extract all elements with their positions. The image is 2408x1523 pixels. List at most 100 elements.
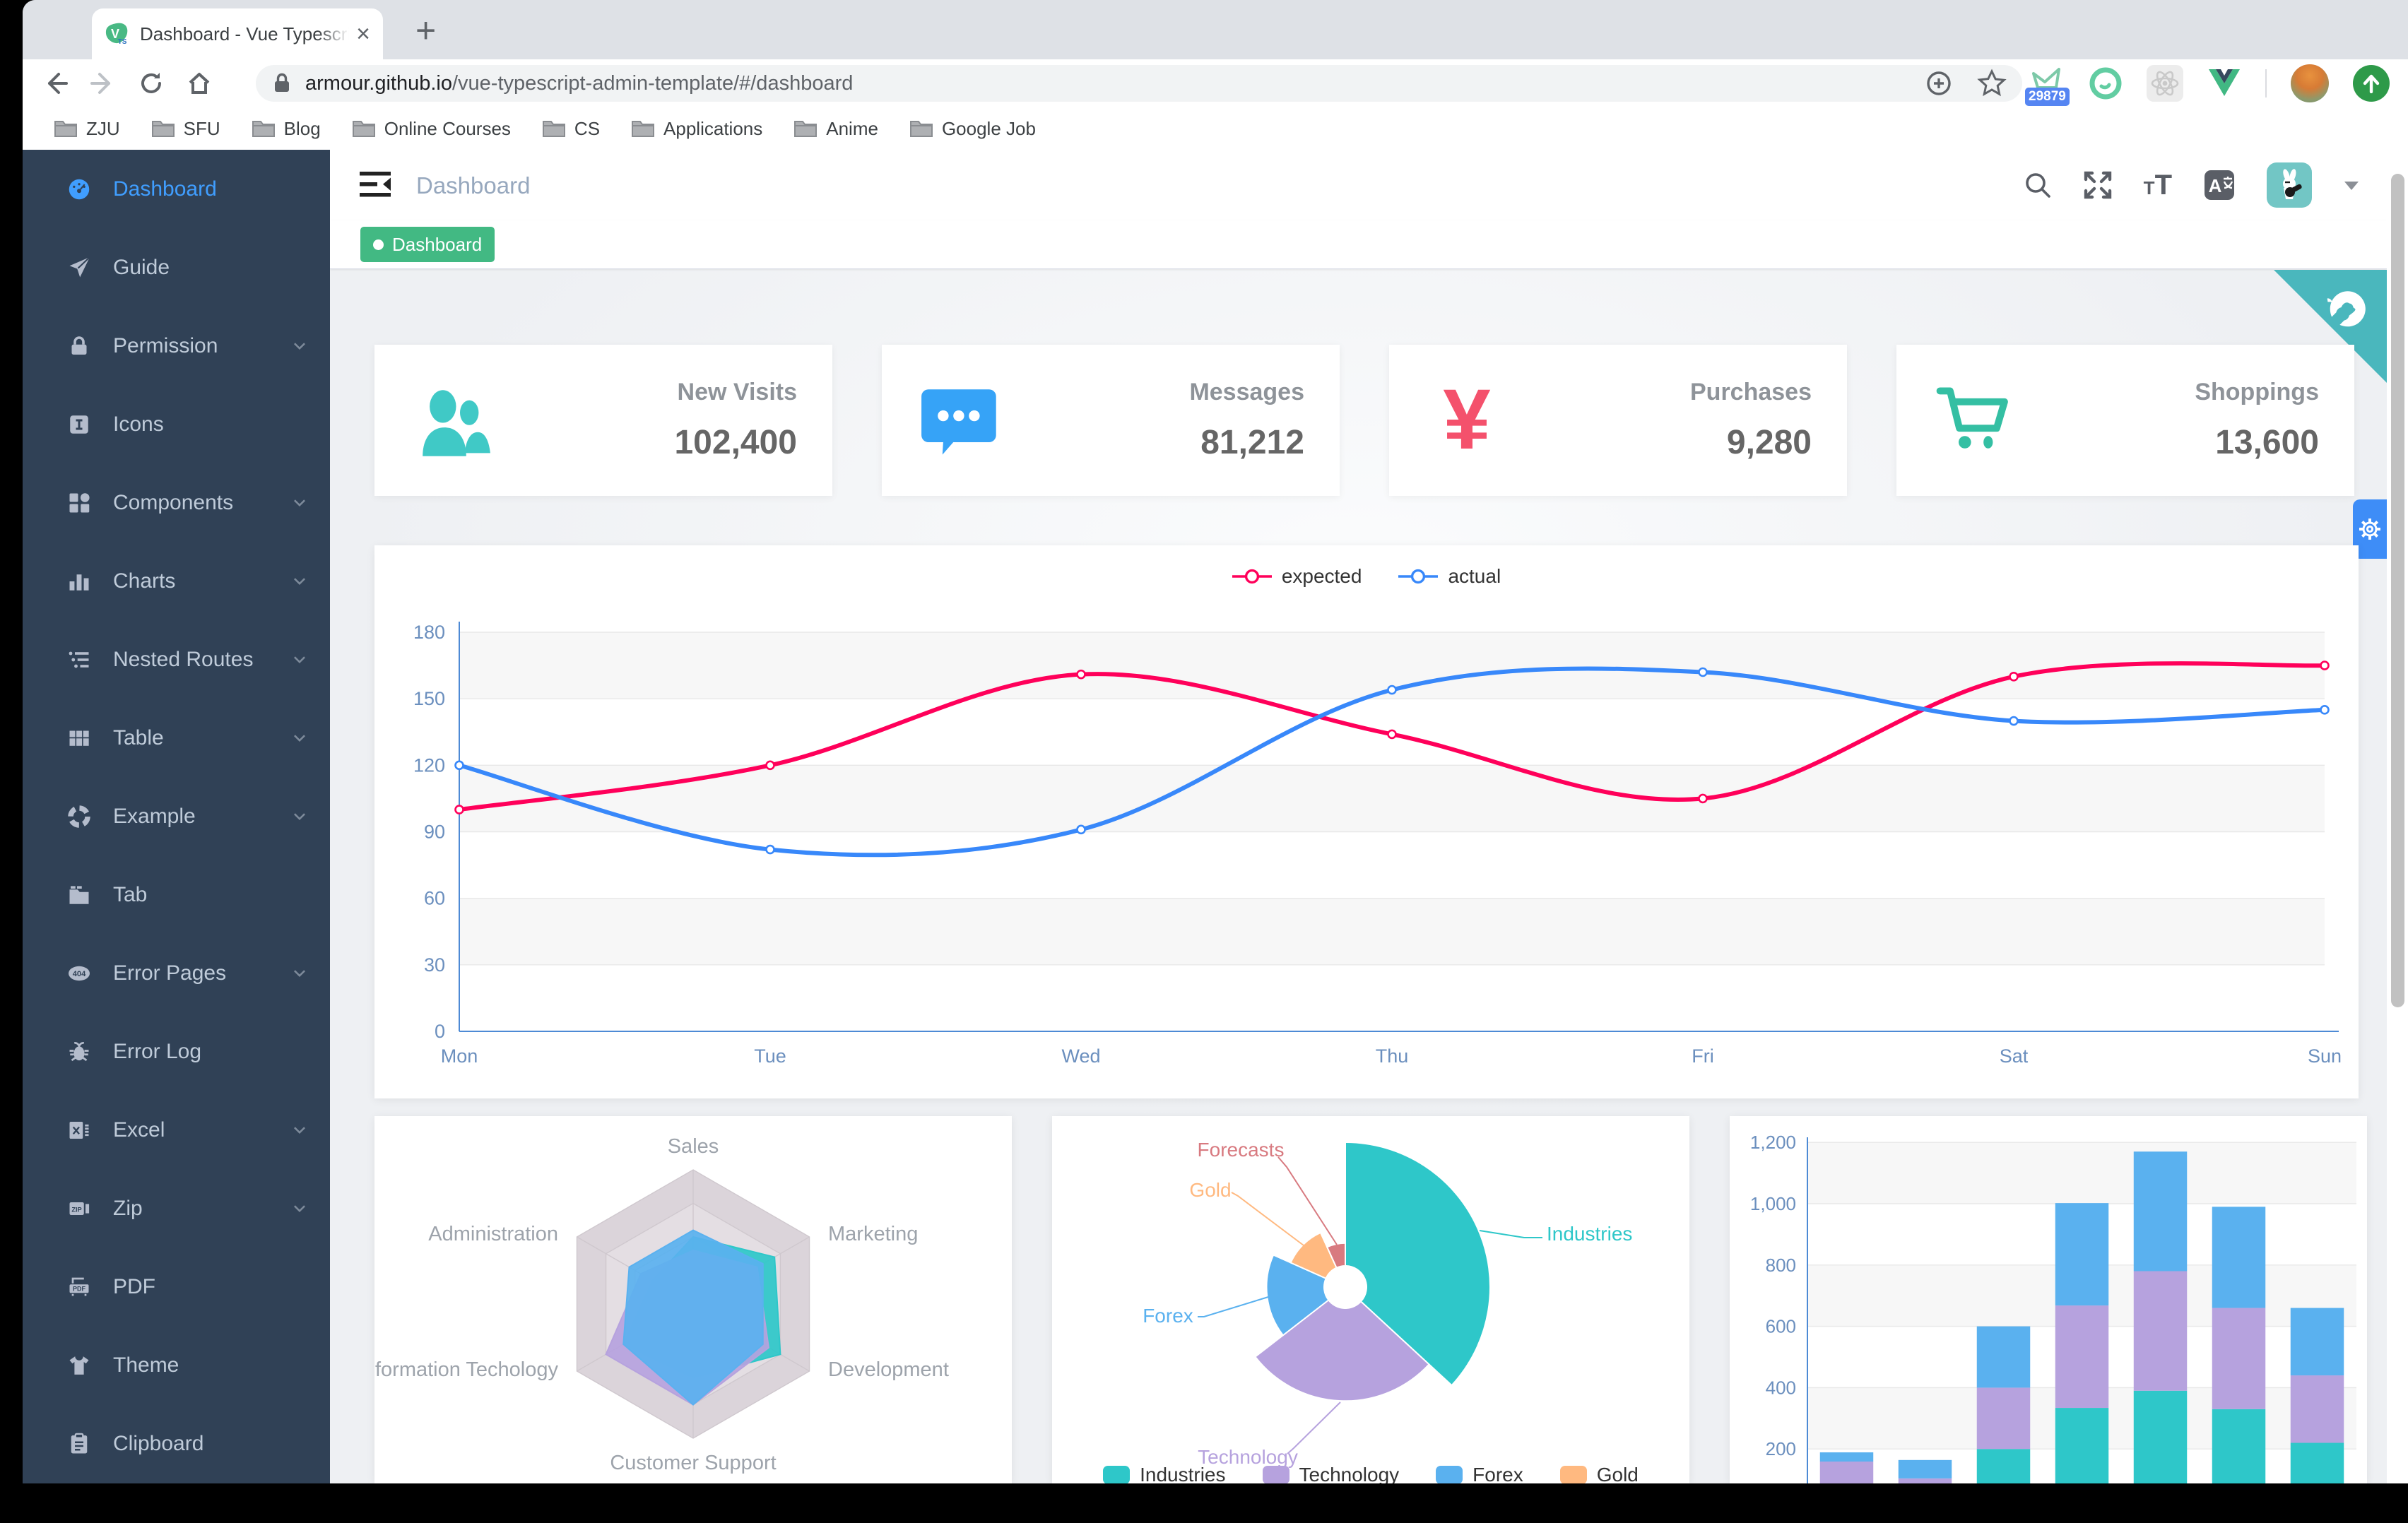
back-icon[interactable] [40, 68, 71, 99]
sidebar-item-clipboard[interactable]: Clipboard [23, 1404, 330, 1483]
radar-chart: Sales Marketing Development Customer Suppor… [374, 1135, 949, 1474]
chevron-down-icon [288, 804, 312, 828]
bar-chart: 200 400 600 800 1,000 1,200 [1750, 1132, 2356, 1483]
lock-icon [275, 73, 289, 92]
browser-tab[interactable]: V TS Dashboard - Vue Typescript Ad × [92, 8, 383, 59]
settings-button[interactable] [2353, 499, 2387, 559]
pie-chart: Industries Technology Forex Gold Forecasts [1143, 1139, 1632, 1468]
svg-text:600: 600 [1766, 1316, 1796, 1337]
sidebar-item-nested-routes[interactable]: Nested Routes [23, 620, 330, 699]
sidebar-item-error-pages[interactable]: 404 Error Pages [23, 934, 330, 1012]
bookmark-google-job[interactable]: Google Job [909, 118, 1036, 140]
svg-text:1,200: 1,200 [1750, 1132, 1796, 1153]
sidebar-item-charts[interactable]: Charts [23, 542, 330, 620]
zoom-install-icon[interactable] [1925, 69, 1953, 97]
translate-icon[interactable]: A [2203, 169, 2236, 201]
sidebar-item-dashboard[interactable]: Dashboard [23, 150, 330, 228]
sidebar-item-guide[interactable]: Guide [23, 228, 330, 307]
bookmark-sfu[interactable]: SFU [151, 118, 220, 140]
chevron-down-icon [288, 1196, 312, 1220]
extension-mail-icon[interactable]: 29879 [2025, 65, 2070, 106]
message-icon [921, 380, 998, 461]
forward-icon[interactable] [88, 68, 119, 99]
folder-icon [54, 121, 77, 137]
pie-label-forecasts: Forecasts [1198, 1139, 1285, 1161]
bookmark-cs[interactable]: CS [542, 118, 600, 140]
svg-text:120: 120 [413, 754, 445, 776]
sidebar-item-icons[interactable]: Icons [23, 385, 330, 463]
chevron-down-icon [288, 569, 312, 593]
sidebar-item-excel[interactable]: Excel [23, 1091, 330, 1169]
legend-item-industries[interactable]: Industries [1103, 1464, 1226, 1483]
sidebar-item-zip[interactable]: ZIP Zip [23, 1169, 330, 1248]
user-avatar[interactable] [2267, 162, 2312, 208]
search-icon[interactable] [2024, 171, 2052, 199]
chevron-down-icon [288, 1118, 312, 1142]
folder-icon [151, 121, 175, 137]
svg-text:TS: TS [118, 38, 127, 46]
folder-icon [252, 121, 275, 137]
new-tab-icon[interactable]: + [415, 11, 437, 50]
address-bar[interactable]: armour.github.io/vue-typescript-admin-te… [256, 65, 2022, 102]
bookmark-blog[interactable]: Blog [252, 118, 321, 140]
svg-text:60: 60 [424, 888, 445, 909]
caret-down-icon[interactable] [2343, 179, 2360, 191]
sidebar-item-permission[interactable]: Permission [23, 307, 330, 385]
bookmarks-bar: ZJU SFU Blog Online Courses CS Applicati… [23, 107, 2408, 150]
card-new-visits[interactable]: New Visits 102,400 [374, 345, 832, 496]
scrollbar-thumb[interactable] [2391, 174, 2404, 1007]
sidebar-item-theme[interactable]: Theme [23, 1326, 330, 1404]
card-purchases[interactable]: ¥ Purchases 9,280 [1389, 345, 1847, 496]
tag-dashboard[interactable]: Dashboard [360, 227, 495, 262]
shopping-icon [1935, 380, 2013, 461]
sidebar-item-error-log[interactable]: Error Log [23, 1012, 330, 1091]
svg-text:Tue: Tue [754, 1045, 786, 1067]
hamburger-icon[interactable] [360, 170, 392, 203]
svg-text:A: A [2209, 175, 2222, 196]
error-pages-icon: 404 [66, 961, 92, 986]
card-shoppings[interactable]: Shoppings 13,600 [1896, 345, 2354, 496]
bookmark-online-courses[interactable]: Online Courses [352, 118, 511, 140]
svg-text:Wed: Wed [1061, 1045, 1100, 1067]
pie-chart-panel: Industries Technology Forex Gold Forecasts I… [1052, 1116, 1689, 1483]
navbar: Dashboard TT A [330, 150, 2387, 220]
url-text: armour.github.io/vue-typescript-admin-te… [305, 71, 854, 95]
radar-label-customer-support: Customer Support [610, 1452, 776, 1474]
reload-icon[interactable] [136, 68, 167, 99]
extension-react-icon[interactable] [2147, 65, 2183, 102]
guide-icon [66, 255, 92, 280]
extension-vue-icon[interactable] [2207, 68, 2241, 99]
sidebar-item-components[interactable]: Components [23, 463, 330, 542]
legend-item-technology[interactable]: Technology [1262, 1464, 1399, 1483]
tab-icon [66, 882, 92, 908]
bookmark-applications[interactable]: Applications [631, 118, 762, 140]
sidebar-item-tab[interactable]: Tab [23, 855, 330, 934]
legend-item-forex[interactable]: Forex [1436, 1464, 1523, 1483]
svg-text:PDF: PDF [73, 1285, 86, 1292]
legend-item-gold[interactable]: Gold [1559, 1464, 1639, 1483]
bookmark-anime[interactable]: Anime [793, 118, 878, 140]
update-browser-icon[interactable] [2353, 65, 2390, 102]
github-corner-ribbon[interactable] [2274, 270, 2387, 383]
extension-green-circle-icon[interactable] [2089, 66, 2123, 100]
legend-item-expected[interactable]: expected [1232, 565, 1362, 588]
svg-text:Sat: Sat [2000, 1045, 2029, 1067]
table-icon [66, 725, 92, 751]
scrollbar-track[interactable] [2387, 150, 2408, 1483]
svg-text:800: 800 [1766, 1255, 1796, 1276]
sidebar-item-pdf[interactable]: PDF PDF [23, 1248, 330, 1326]
profile-avatar[interactable] [2291, 64, 2329, 102]
home-icon[interactable] [184, 68, 215, 99]
tags-view: Dashboard [330, 220, 2387, 269]
line-chart-panel: expected actual 0 30 60 90 120 150 180 Mon Tue Wed… [374, 545, 2359, 1098]
close-tab-icon[interactable]: × [356, 20, 370, 47]
bookmark-zju[interactable]: ZJU [54, 118, 120, 140]
bookmark-star-icon[interactable] [1977, 69, 2007, 98]
pie-label-gold: Gold [1189, 1179, 1231, 1201]
card-messages[interactable]: Messages 81,212 [882, 345, 1340, 496]
sidebar-item-example[interactable]: Example [23, 777, 330, 855]
fullscreen-icon[interactable] [2083, 170, 2113, 200]
text-size-icon[interactable]: TT [2143, 169, 2172, 201]
sidebar-item-table[interactable]: Table [23, 699, 330, 777]
legend-item-actual[interactable]: actual [1398, 565, 1501, 588]
